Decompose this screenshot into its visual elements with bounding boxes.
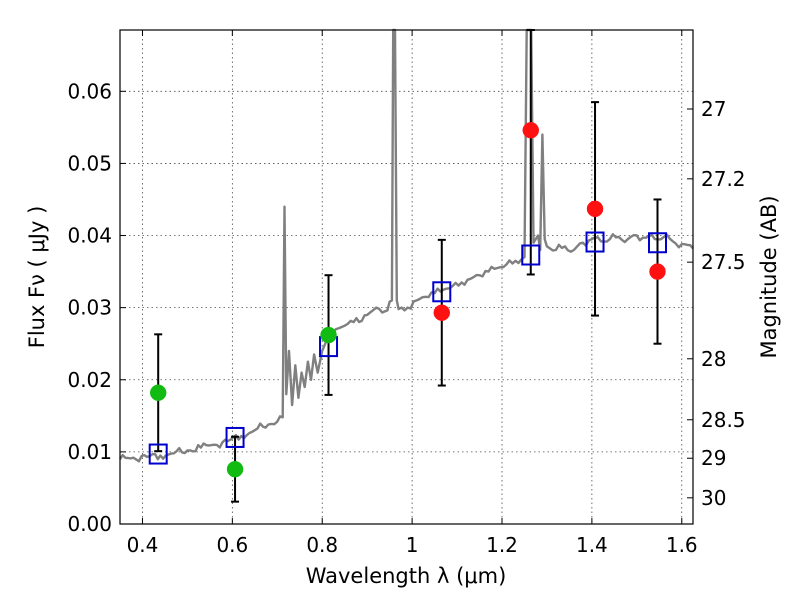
x-tick-label: 0.4 [127,533,159,557]
model-photometry-point [521,244,541,266]
y-tick-label: 0.00 [67,512,112,536]
y-tick-label: 0.06 [67,79,112,103]
y-tick-label: 0.03 [67,296,112,320]
y2-axis-title: Magnitude (AB) [757,195,781,358]
error-bars-layer [154,29,662,503]
grid [120,30,693,525]
sed-template-layer [119,28,694,463]
model-photometry-point [432,281,452,303]
ticks-layer: 0.4 0.6 0.8 1 1.2 1.4 1.6 0.00 0.01 0.02 0.03 0.04 0… [67,30,746,557]
observed-optical-point [320,326,337,344]
y-axis-title: Flux Fν ( μJy ) [25,206,49,349]
y2-tick-label: 28 [701,347,726,371]
y2-tick-label: 27 [701,97,726,121]
x-tick-label: 1.2 [486,533,518,557]
observed-optical-point [149,384,167,401]
y-tick-label: 0.02 [67,368,112,392]
markers-layer [148,121,667,478]
y-tick-label: 0.01 [67,440,112,464]
model-photometry-point [647,232,667,254]
sed-template-line [119,28,694,463]
x-axis-title: Wavelength λ (μm) [306,564,507,588]
y2-tick-label: 29 [701,446,726,470]
y2-tick-label: 27.2 [701,167,746,191]
y2-tick-label: 30 [701,486,726,510]
observed-ir-point [522,121,540,139]
observed-optical-point [226,460,244,478]
y2-tick-label: 27.5 [701,250,746,274]
y2-tick-label: 28.5 [701,408,746,432]
observed-ir-point [649,263,666,280]
observed-ir-point [433,304,451,321]
model-photometry-point [585,231,605,253]
y-tick-label: 0.05 [67,151,112,175]
plot-frame [119,29,694,525]
observed-ir-point [586,200,604,218]
model-photometry-point [148,443,168,465]
x-tick-label: 0.6 [216,533,248,557]
model-photometry-point [225,426,245,448]
x-tick-label: 1.6 [666,533,698,557]
x-tick-label: 0.8 [306,533,338,557]
x-tick-label: 1 [406,533,419,557]
x-tick-label: 1.4 [576,533,608,557]
y-tick-label: 0.04 [67,224,112,248]
